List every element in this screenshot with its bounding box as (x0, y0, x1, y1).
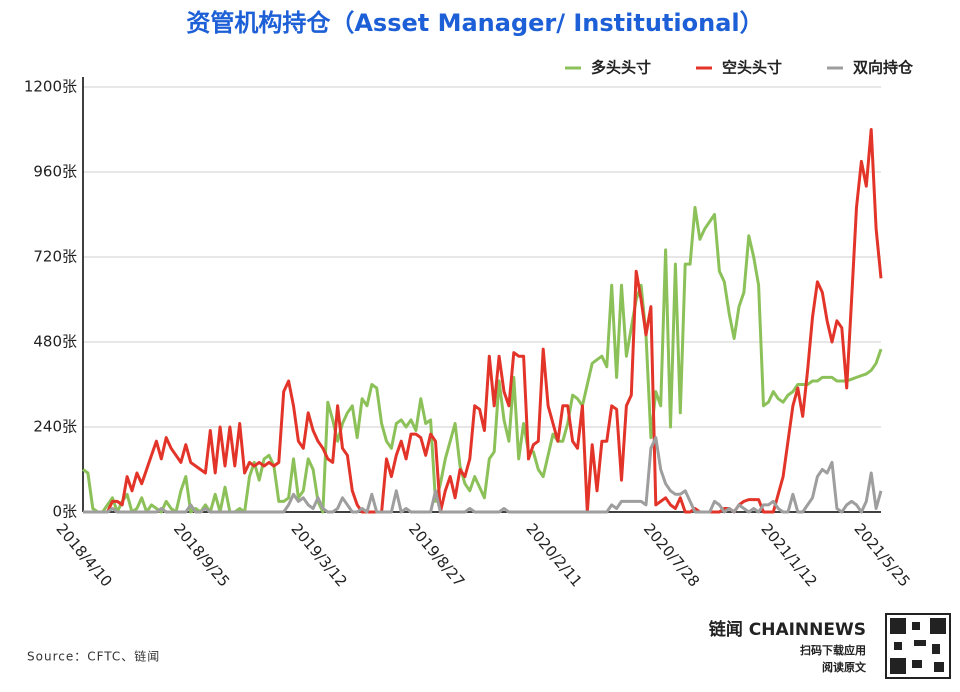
x-tick-label: 2019/3/12 (287, 520, 350, 590)
y-tick-label: 480张 (33, 333, 77, 351)
brand: 链闻 CHAINNEWS (709, 619, 866, 640)
x-tick-label: 2018/4/10 (52, 520, 115, 590)
y-tick-label: 960张 (33, 163, 77, 181)
chart-title: 资管机构持仓（Asset Manager/ Institutional） (186, 9, 763, 37)
legend-label: 多头头寸 (591, 59, 651, 77)
x-tick-label: 2021/1/12 (757, 520, 820, 590)
series-line (83, 436, 883, 514)
qr-code (885, 613, 951, 679)
x-tick-label: 2021/5/25 (850, 520, 913, 590)
y-tick-label: 1200张 (24, 78, 77, 96)
legend-label: 双向持仓 (853, 59, 914, 77)
brand-line: 扫码下载应用 (800, 643, 866, 657)
series-line (82, 205, 883, 514)
x-tick-label: 2018/9/25 (170, 520, 233, 590)
y-tick-label: 720张 (33, 248, 77, 266)
x-tick-label: 2020/2/11 (522, 520, 585, 590)
x-tick-label: 2019/8/27 (405, 520, 468, 590)
y-tick-label: 0张 (52, 503, 77, 521)
brand-line: 阅读原文 (822, 660, 867, 674)
legend-label: 空头头寸 (722, 59, 782, 77)
x-tick-label: 2020/7/28 (640, 520, 703, 590)
y-tick-label: 240张 (33, 418, 77, 436)
source: Source：CFTC、链闻 (27, 649, 160, 664)
series-line (83, 128, 883, 514)
